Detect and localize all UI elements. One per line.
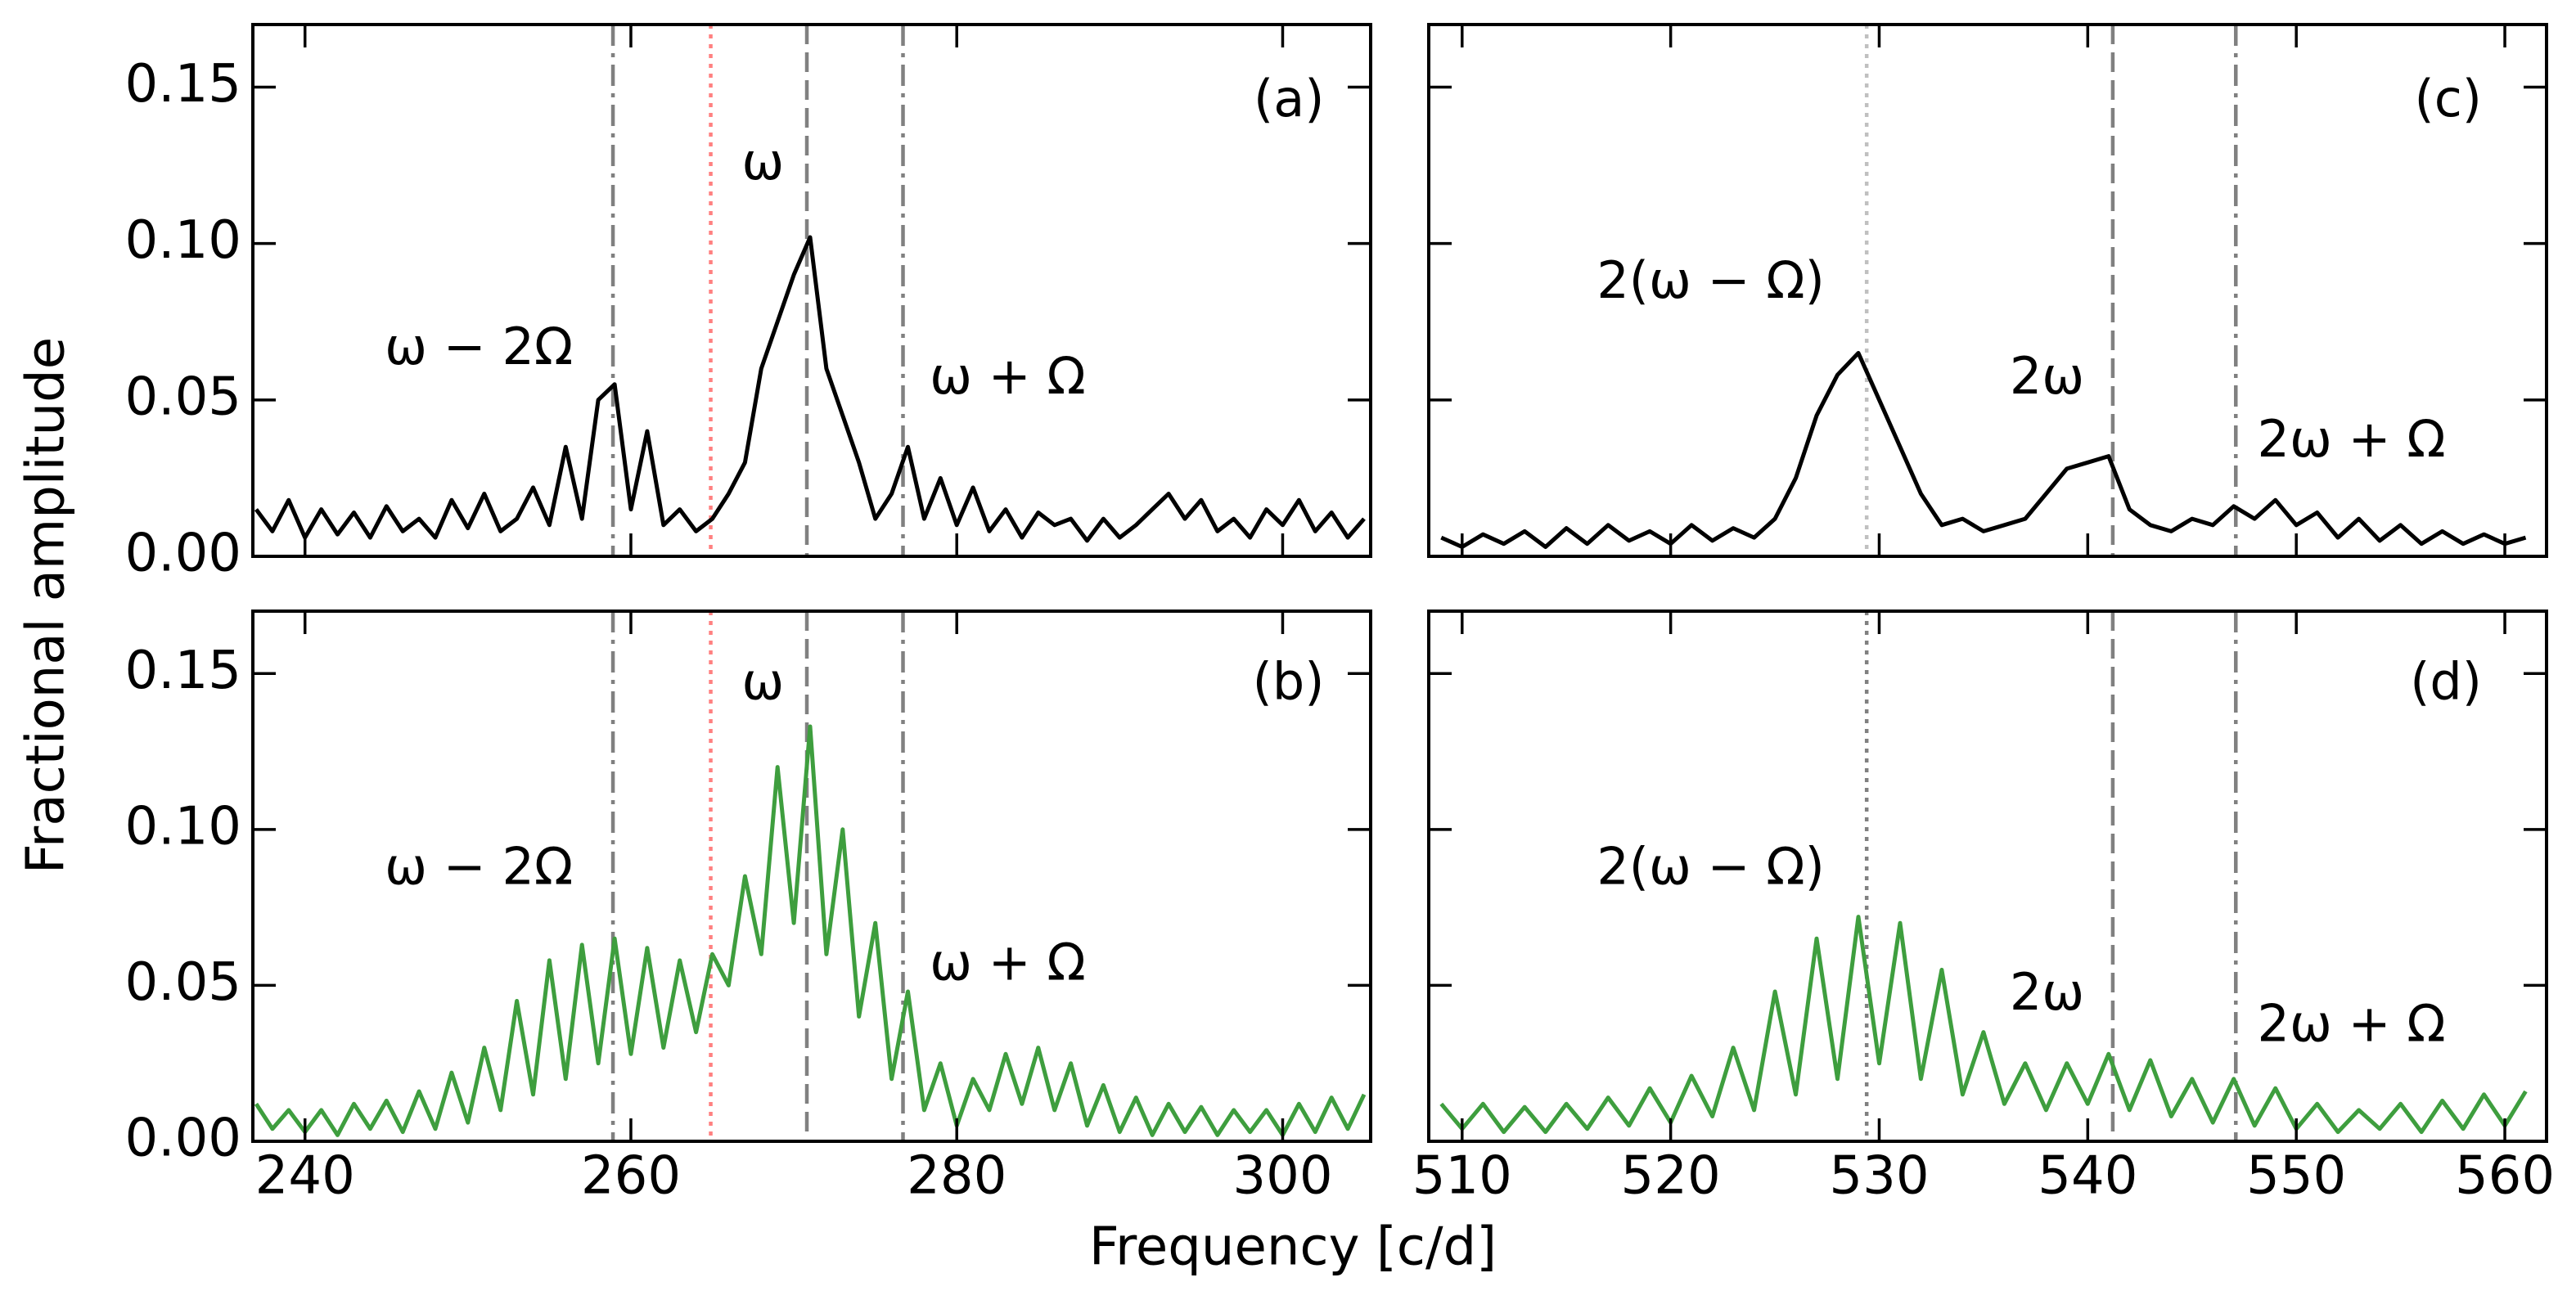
x-tick-label: 520: [1621, 1146, 1721, 1207]
panel-label: (b): [1253, 652, 1325, 712]
y-tick-label: 0.00: [125, 524, 242, 584]
x-tick-label: 300: [1232, 1146, 1332, 1207]
x-tick-label: 280: [907, 1146, 1007, 1207]
data-line: [254, 235, 1366, 543]
annotation: ω: [741, 652, 784, 712]
annotation: 2(ω − Ω): [1596, 250, 1825, 310]
x-tick-label: 260: [581, 1146, 681, 1207]
plot-area: [1440, 25, 2527, 556]
panel-label: (c): [2415, 69, 2482, 128]
plot-area: [254, 25, 1366, 556]
annotation: ω: [741, 132, 784, 191]
annotation: 2ω + Ω: [2258, 993, 2446, 1053]
data-line: [1440, 351, 2527, 549]
annotation: 2(ω − Ω): [1596, 837, 1825, 897]
x-axis-label: Frequency [c/d]: [1089, 1217, 1497, 1278]
y-tick-label: 0.15: [125, 641, 242, 701]
annotation: ω − 2Ω: [385, 837, 573, 897]
x-tick-label: 530: [1829, 1146, 1929, 1207]
annotation: ω + Ω: [930, 346, 1086, 406]
annotation: 2ω: [2010, 346, 2084, 406]
panel: 0.00 0.05 0.10 0.15 ω − 2Ω ω ω + Ω (a): [125, 23, 1372, 584]
y-tick-label: 0.10: [125, 210, 242, 271]
y-tick-label: 0.10: [125, 796, 242, 857]
plot-area: [1439, 611, 2528, 1141]
x-tick-label: 240: [255, 1146, 355, 1207]
panel: 240 260 280 300 0.00 0.05 0.10 0.15 ω − 2Ω ω ω + Ω…: [125, 610, 1372, 1207]
y-tick-label: 0.00: [125, 1109, 242, 1169]
annotation: ω + Ω: [930, 933, 1086, 992]
y-tick-label: 0.15: [125, 54, 242, 115]
x-tick-label: 540: [2038, 1146, 2137, 1207]
panel: 2(ω − Ω) 2ω 2ω + Ω (c): [1427, 23, 2548, 558]
y-tick-label: 0.05: [125, 952, 242, 1013]
axes-frame: [1427, 23, 2548, 558]
panel-label: (a): [1254, 69, 1324, 128]
annotation: ω − 2Ω: [385, 317, 573, 376]
annotation: 2ω + Ω: [2258, 409, 2446, 469]
y-tick-label: 0.05: [125, 367, 242, 427]
panel: 510 520 530 540 550 560 2(ω − Ω) 2ω 2ω + Ω (d): [1412, 610, 2555, 1207]
data-line: [254, 724, 1367, 1137]
panel-label: (d): [2410, 652, 2482, 712]
x-tick-label: 510: [1412, 1146, 1512, 1207]
annotation: 2ω: [2010, 962, 2084, 1022]
x-tick-label: 550: [2246, 1146, 2346, 1207]
y-axis-label: Fractional amplitude: [16, 337, 77, 874]
data-line: [1439, 915, 2528, 1135]
x-tick-label: 560: [2455, 1146, 2555, 1207]
plot-area: [254, 611, 1367, 1141]
axes-frame: [251, 610, 1372, 1143]
axes-frame: [251, 23, 1372, 558]
axes-frame: [1427, 610, 2548, 1143]
